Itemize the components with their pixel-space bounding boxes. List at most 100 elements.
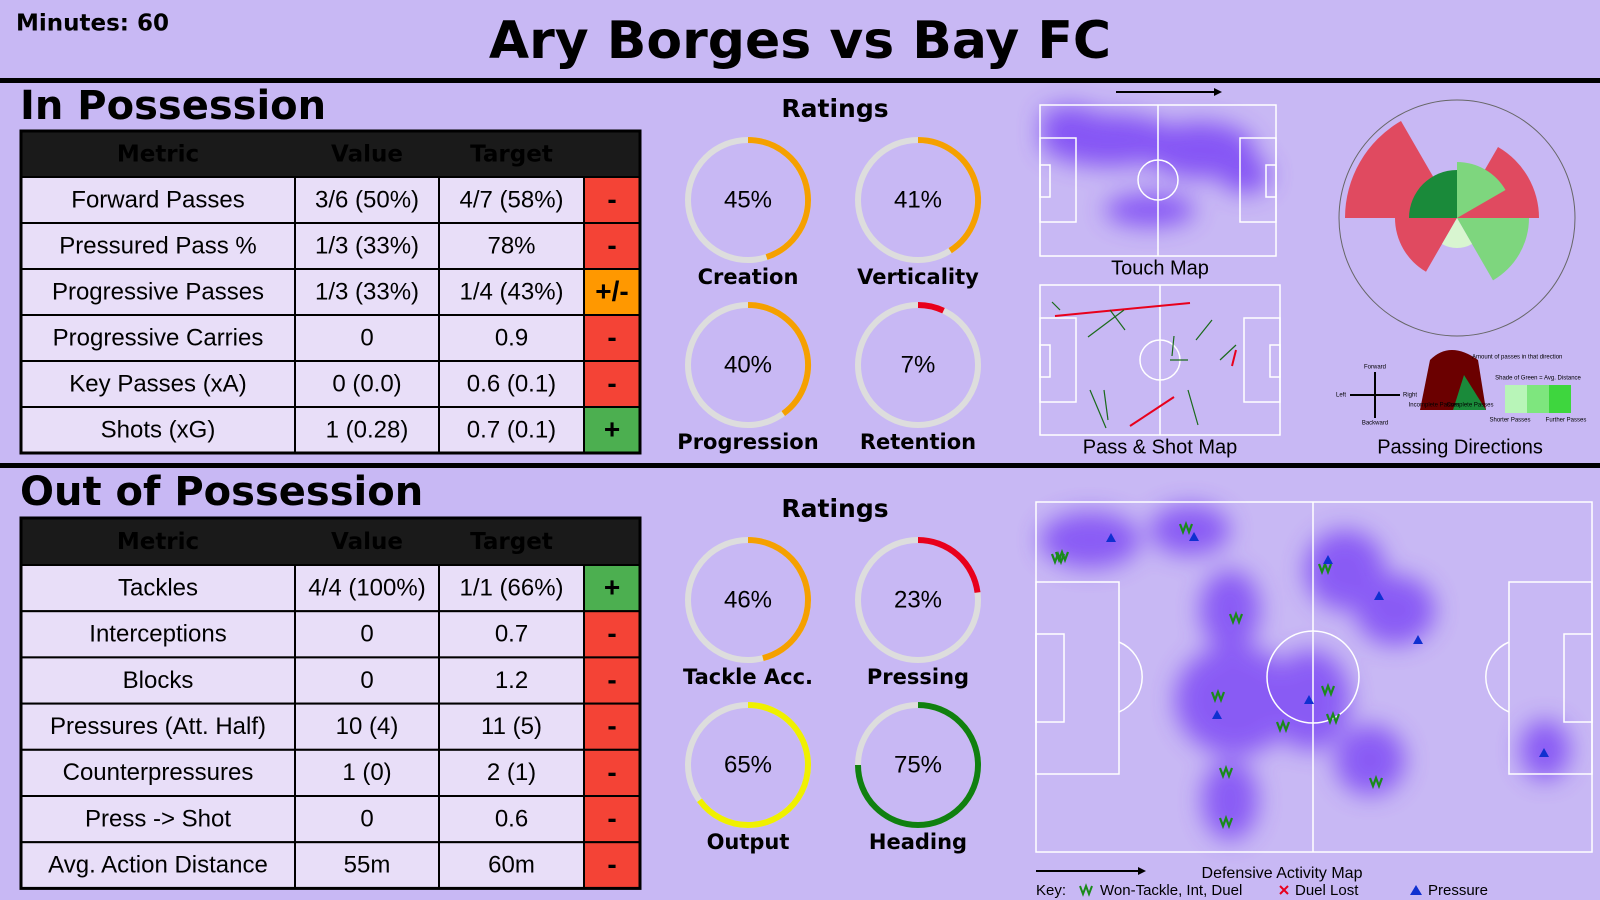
rating-name: Output — [707, 830, 790, 854]
map-label: Passing Directions — [1377, 436, 1543, 458]
table-cell — [294, 702, 440, 751]
map-label: Defensive Activity Map — [1202, 865, 1363, 882]
column-header: Metric — [117, 142, 199, 168]
status-cell — [583, 314, 641, 362]
cell-text: Pressured Pass % — [59, 232, 256, 259]
won-marker — [1320, 682, 1336, 698]
cell-text: Forward Passes — [71, 186, 244, 213]
table-cell — [294, 564, 440, 613]
won-marker — [1050, 550, 1066, 566]
status-cell — [583, 656, 641, 705]
rose-wedge — [1442, 218, 1472, 248]
ring-arc — [697, 702, 811, 828]
cell-text: 0 — [360, 805, 373, 832]
ring-arc — [917, 537, 981, 593]
legend-text: Shade of Green = Avg. Distance — [1495, 376, 1581, 382]
status-cell — [583, 564, 641, 613]
cell-text: Pressures (Att. Half) — [50, 713, 266, 740]
cell-text: 0.6 (0.1) — [467, 370, 556, 397]
cell-text: 1.2 — [495, 667, 528, 694]
section-title: Out of Possession — [20, 469, 423, 515]
touch-map — [1039, 88, 1277, 257]
defensive-map — [1035, 501, 1593, 897]
column-header: Value — [331, 142, 403, 168]
ring-arc — [747, 537, 811, 662]
key-label: Won-Tackle, Int, Duel — [1100, 882, 1242, 899]
cell-text: 10 (4) — [336, 713, 399, 740]
table-cell — [294, 406, 440, 454]
table-border — [19, 516, 642, 890]
table-cell — [294, 795, 440, 844]
cell-text: 0.7 (0.1) — [467, 416, 556, 443]
status: + — [604, 413, 620, 444]
won-marker — [1054, 548, 1070, 564]
table-cell — [438, 564, 585, 613]
won-marker — [1368, 774, 1384, 790]
legend-text: Complete Passes — [1446, 403, 1493, 409]
rating-name: Heading — [869, 830, 967, 854]
rating-name: Verticality — [857, 265, 979, 289]
legend-text: Further Passes — [1546, 418, 1587, 424]
status: - — [607, 756, 616, 787]
cell-text: 0 — [360, 667, 373, 694]
status: - — [607, 618, 616, 649]
pass-map — [1039, 284, 1281, 436]
cell-text: 55m — [344, 852, 391, 879]
cell-text: 2 (1) — [487, 759, 536, 786]
key-label: Key: — [1036, 882, 1066, 899]
legend-text: Amount of passes in that direction — [1472, 355, 1562, 361]
table-cell — [20, 564, 296, 613]
ring-arc — [917, 137, 981, 254]
table-cell — [438, 610, 585, 659]
rating-value: 23% — [894, 586, 942, 613]
rating-name: Tackle Acc. — [683, 665, 813, 689]
table-cell — [20, 314, 296, 362]
cell-text: 1 (0.28) — [326, 416, 409, 443]
cell-text: 4/7 (58%) — [459, 186, 563, 213]
rose-wedge — [1409, 170, 1457, 218]
table-border — [19, 129, 642, 455]
legend-text: Right — [1403, 393, 1417, 399]
won-marker — [1325, 710, 1341, 726]
table-cell — [20, 702, 296, 751]
rating-value: 7% — [901, 351, 936, 378]
table-cell — [294, 656, 440, 705]
ratings-title: Ratings — [781, 94, 888, 123]
cell-text: 0 (0.0) — [332, 370, 401, 397]
ring-arc — [855, 702, 981, 828]
rating-value: 45% — [724, 186, 772, 213]
status: - — [607, 802, 616, 833]
legend-text: Incomplete Passes — [1409, 403, 1460, 409]
ratings-title: Ratings — [781, 494, 888, 523]
status: - — [607, 849, 616, 880]
table-cell — [438, 176, 585, 224]
legend-text: Left — [1336, 393, 1346, 399]
rating-value: 65% — [724, 751, 772, 778]
map-label: Touch Map — [1111, 257, 1209, 279]
status: - — [607, 367, 616, 398]
won-marker — [1218, 814, 1234, 830]
section-title: In Possession — [20, 83, 326, 129]
cell-text: 1/1 (66%) — [459, 574, 563, 601]
status: - — [607, 321, 616, 352]
passing-rose — [1338, 99, 1576, 337]
legend-text: Backward — [1362, 421, 1388, 427]
cell-text: 78% — [487, 232, 535, 259]
legend-text: Forward — [1364, 365, 1386, 371]
ring-arc — [747, 302, 811, 416]
cell-text: 1/3 (33%) — [315, 278, 419, 305]
ring-arc — [917, 302, 945, 314]
status: - — [607, 664, 616, 695]
won-marker — [1228, 610, 1244, 626]
column-header: Metric — [117, 529, 199, 555]
won-marker — [1210, 688, 1226, 704]
status-cell — [583, 360, 641, 408]
status: - — [607, 183, 616, 214]
rating-value: 40% — [724, 351, 772, 378]
cell-text: Avg. Action Distance — [48, 852, 268, 879]
status: +/- — [595, 275, 628, 306]
cell-text: Shots (xG) — [101, 416, 216, 443]
rating-value: 75% — [894, 751, 942, 778]
rose-wedge — [1457, 218, 1529, 281]
